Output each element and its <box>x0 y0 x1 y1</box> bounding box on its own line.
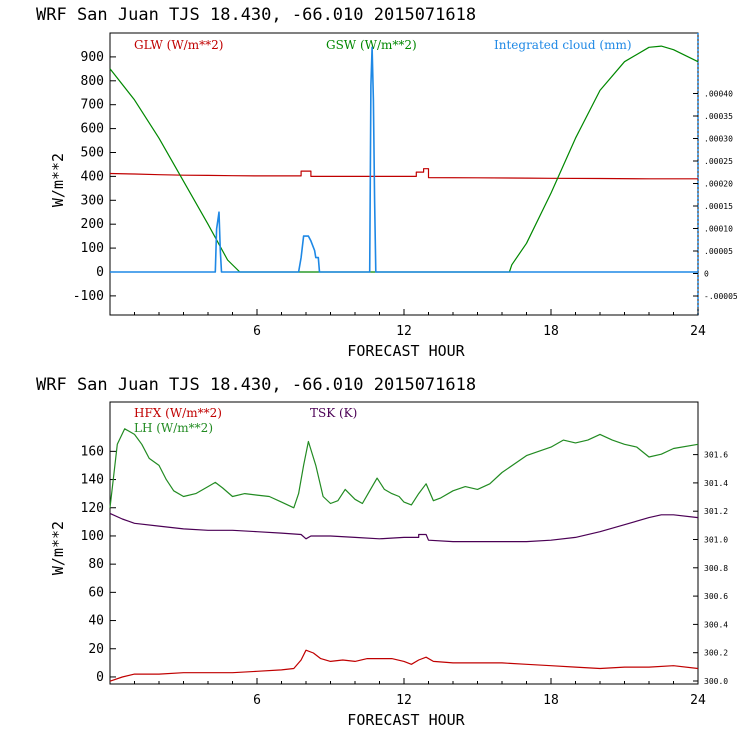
legend-lh: LH (W/m**2) <box>134 421 213 435</box>
right-tick-label: 300.4 <box>704 620 728 629</box>
right-tick-label: 300.2 <box>704 649 728 658</box>
chart-top: WRF San Juan TJS 18.430, -66.010 2015071… <box>36 5 738 360</box>
legend-gsw: GSW (W/m**2) <box>326 38 417 52</box>
series-lines <box>109 428 699 682</box>
y-tick-label: 400 <box>81 169 104 184</box>
y-tick-label: 0 <box>96 265 104 280</box>
y-tick-label: 20 <box>88 642 104 657</box>
right-tick-label: .00005 <box>704 247 733 256</box>
x-tick-label: 18 <box>543 324 559 339</box>
y-tick-label: 200 <box>81 217 104 232</box>
right-axis-ticks: -.00005 0 .00005 .00010 .00015 .00020 .00025 .0… <box>693 90 738 301</box>
y-axis-label: W/m**2 <box>49 521 67 575</box>
legend-tsk: TSK (K) <box>310 406 357 420</box>
legend-cloud: Integrated cloud (mm) <box>494 38 632 52</box>
y-tick-label: 160 <box>81 444 104 459</box>
series-line-1 <box>109 45 699 273</box>
y-tick-label: 300 <box>81 193 104 208</box>
y-tick-label: -100 <box>73 289 104 304</box>
series-line-1 <box>109 428 699 509</box>
right-tick-label: .00015 <box>704 202 733 211</box>
x-axis-label: FORECAST HOUR <box>347 342 465 360</box>
x-tick-label: 18 <box>543 693 559 708</box>
y-tick-label: 500 <box>81 145 104 160</box>
y-tick-label: 900 <box>81 50 104 65</box>
x-tick-label: 6 <box>253 324 261 339</box>
y-tick-label: 800 <box>81 74 104 89</box>
right-tick-label: .00040 <box>704 90 733 99</box>
right-tick-label: 300.0 <box>704 677 728 686</box>
y-tick-label: 100 <box>81 529 104 544</box>
x-axis-ticks: 6 12 18 24 <box>134 309 706 339</box>
series-line-2 <box>109 512 699 543</box>
y-tick-label: 700 <box>81 98 104 113</box>
y-axis-label: W/m**2 <box>49 153 67 207</box>
right-tick-label: 301.2 <box>704 507 728 516</box>
right-tick-label: 0 <box>704 270 709 279</box>
y-tick-label: 600 <box>81 122 104 137</box>
y-tick-label: 0 <box>96 670 104 685</box>
y-axis-ticks: 0 20 40 60 80 100 120 140 160 <box>81 444 116 685</box>
x-tick-label: 12 <box>396 324 412 339</box>
right-tick-label: 300.8 <box>704 564 728 573</box>
right-tick-label: 301.6 <box>704 451 728 460</box>
y-tick-label: 40 <box>88 614 104 629</box>
y-tick-label: 120 <box>81 501 104 516</box>
right-tick-label: -.00005 <box>704 292 738 301</box>
y-tick-label: 100 <box>81 241 104 256</box>
x-axis-ticks: 6 12 18 24 <box>134 678 706 708</box>
series-line-2 <box>110 46 698 273</box>
x-tick-label: 24 <box>690 693 706 708</box>
series-lines <box>109 45 699 273</box>
y-tick-label: 80 <box>88 557 104 572</box>
right-tick-label: .00035 <box>704 112 733 121</box>
legend-hfx: HFX (W/m**2) <box>134 406 222 420</box>
right-tick-label: .00025 <box>704 157 733 166</box>
x-axis-label: FORECAST HOUR <box>347 711 465 729</box>
right-tick-label: 300.6 <box>704 592 728 601</box>
right-axis-ticks: 300.0 300.2 300.4 300.6 300.8 301.0 301.2 301.4… <box>693 451 728 686</box>
chart-title: WRF San Juan TJS 18.430, -66.010 2015071… <box>36 375 476 395</box>
chart-bottom: WRF San Juan TJS 18.430, -66.010 2015071… <box>36 375 728 729</box>
y-tick-label: 140 <box>81 473 104 488</box>
right-tick-label: .00030 <box>704 135 733 144</box>
series-line-0 <box>109 168 698 180</box>
x-tick-label: 6 <box>253 693 261 708</box>
y-axis-ticks: -100 0 100 200 300 400 500 600 700 800 900 <box>73 50 116 304</box>
chart-title: WRF San Juan TJS 18.430, -66.010 2015071… <box>36 5 476 25</box>
x-tick-label: 24 <box>690 324 706 339</box>
right-tick-label: 301.4 <box>704 479 728 488</box>
plot-frame <box>109 401 699 685</box>
series-line-0 <box>109 649 699 682</box>
right-tick-label: .00020 <box>704 180 733 189</box>
legend-glw: GLW (W/m**2) <box>134 38 223 52</box>
right-tick-label: .00010 <box>704 225 733 234</box>
y-tick-label: 60 <box>88 585 104 600</box>
right-tick-label: 301.0 <box>704 536 728 545</box>
x-tick-label: 12 <box>396 693 412 708</box>
